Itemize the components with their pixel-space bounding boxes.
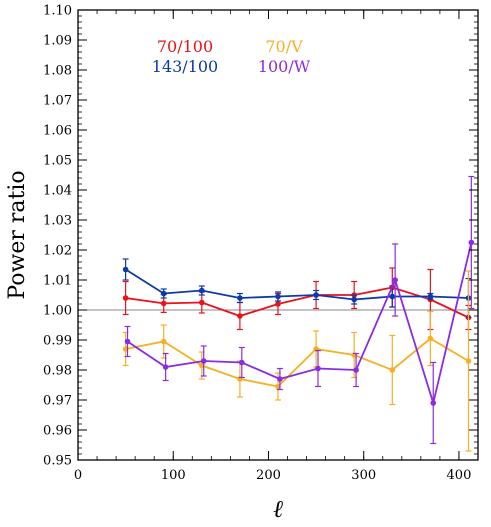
data-point bbox=[430, 400, 437, 406]
y-tick-label: 1.08 bbox=[43, 64, 72, 79]
series-line bbox=[127, 242, 473, 407]
legend-entry: 70/V bbox=[265, 37, 303, 56]
y-axis-title: Power ratio bbox=[5, 170, 30, 299]
data-point bbox=[162, 364, 169, 370]
x-tick-label: 100 bbox=[161, 468, 186, 483]
data-point bbox=[315, 365, 321, 372]
data-point bbox=[427, 293, 434, 300]
series-143-100 bbox=[122, 258, 472, 319]
y-tick-label: 0.99 bbox=[43, 334, 72, 349]
series-100-W bbox=[124, 175, 475, 445]
data-point bbox=[160, 338, 167, 345]
y-tick-label: 1.00 bbox=[43, 304, 72, 319]
data-point bbox=[275, 301, 281, 307]
data-point bbox=[199, 299, 205, 306]
y-tick-label: 1.10 bbox=[43, 4, 72, 19]
legend: 70/100 70/V 143/100 100/W bbox=[152, 37, 311, 76]
x-tick-label: 200 bbox=[256, 468, 281, 483]
legend-entry: 100/W bbox=[258, 57, 311, 76]
data-point bbox=[389, 293, 396, 300]
y-tick-label: 1.03 bbox=[43, 214, 72, 229]
y-tick-label: 1.04 bbox=[43, 184, 72, 199]
series-line bbox=[125, 286, 469, 319]
data-point bbox=[353, 367, 359, 373]
y-tick-label: 0.96 bbox=[43, 424, 72, 439]
data-point bbox=[275, 293, 281, 300]
x-tick-label: 0 bbox=[74, 468, 82, 483]
data-point bbox=[389, 367, 396, 373]
series-line bbox=[125, 268, 469, 301]
data-point bbox=[160, 300, 167, 307]
y-tick-label: 0.97 bbox=[43, 394, 72, 409]
data-point bbox=[392, 277, 398, 283]
y-tick-label: 1.09 bbox=[43, 34, 72, 49]
data-point bbox=[237, 313, 243, 319]
data-point bbox=[124, 338, 131, 345]
x-tick-label: 400 bbox=[447, 468, 472, 483]
y-tick-label: 1.01 bbox=[43, 274, 72, 289]
data-point bbox=[200, 358, 207, 364]
data-point bbox=[351, 296, 357, 303]
legend-entry: 70/100 bbox=[157, 37, 213, 56]
x-axis-title: ℓ bbox=[273, 495, 283, 523]
data-point bbox=[427, 335, 434, 342]
data-point bbox=[122, 266, 129, 273]
y-tick-label: 0.98 bbox=[43, 364, 72, 379]
y-tick-label: 1.02 bbox=[43, 244, 72, 259]
data-point bbox=[160, 290, 167, 297]
y-tick-label: 1.07 bbox=[43, 94, 72, 109]
data-point bbox=[465, 358, 472, 364]
y-tick-label: 1.06 bbox=[43, 124, 72, 139]
tick-layer: 0.95 0.96 0.97 0.98 0.99 1.00 1.01 1.02 1.03 1.04… bbox=[43, 4, 479, 483]
data-point bbox=[237, 295, 243, 301]
data-point bbox=[239, 359, 245, 366]
x-tick-label: 300 bbox=[351, 468, 376, 483]
data-point bbox=[277, 376, 283, 382]
y-tick-label: 0.95 bbox=[43, 454, 72, 469]
data-point bbox=[468, 239, 475, 246]
data-point bbox=[313, 292, 319, 298]
series-line bbox=[125, 337, 469, 388]
legend-entry: 143/100 bbox=[152, 57, 218, 76]
series-layer bbox=[78, 175, 478, 452]
data-point bbox=[199, 287, 205, 294]
data-point bbox=[122, 295, 129, 301]
plot-frame bbox=[77, 9, 479, 461]
y-tick-label: 1.05 bbox=[43, 154, 72, 169]
